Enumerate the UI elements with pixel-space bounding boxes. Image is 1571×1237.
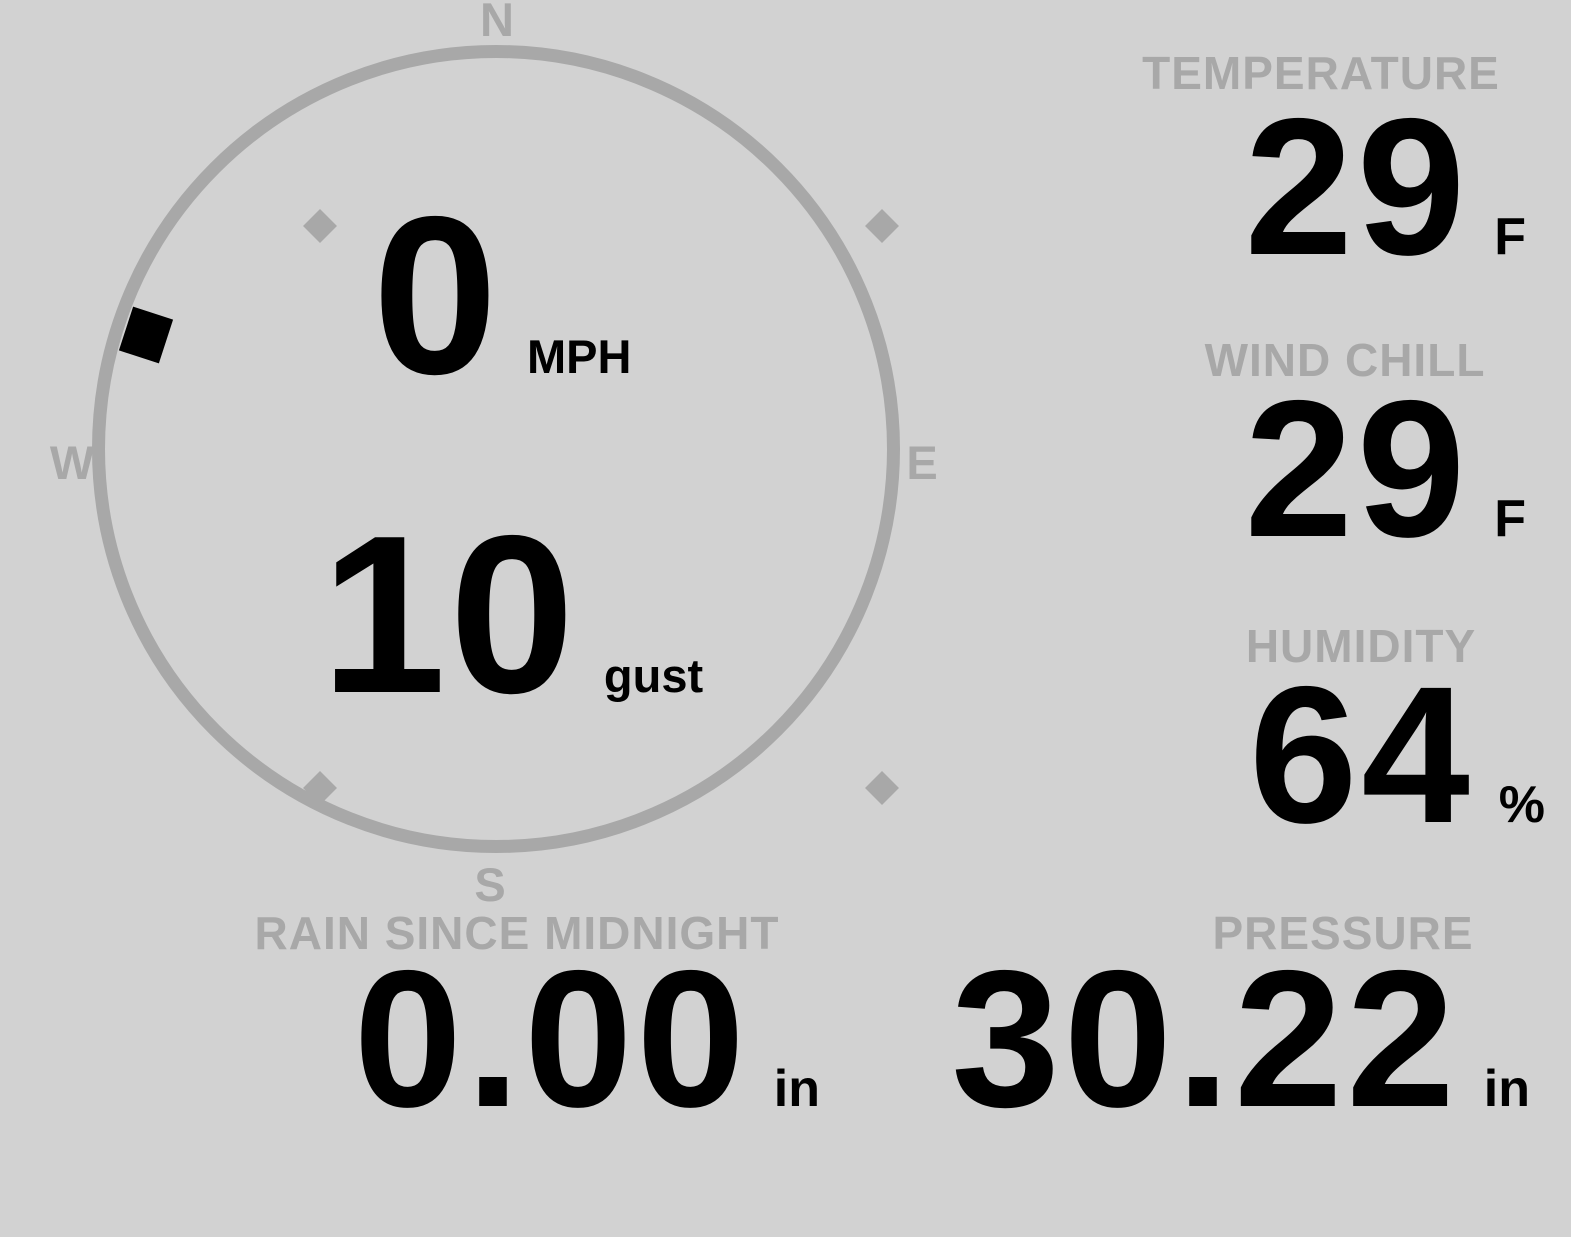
temperature-readout: 29 F	[1245, 90, 1526, 285]
temperature-label: TEMPERATURE	[1142, 47, 1500, 99]
pressure-readout: 30.22 in	[951, 942, 1530, 1137]
wind-speed-value: 0	[372, 169, 502, 421]
rain-unit: in	[773, 1060, 820, 1118]
humidity-value: 64	[1249, 646, 1474, 864]
wind-gust-readout: 10 gust	[321, 502, 703, 727]
compass-label-south: S	[474, 858, 506, 911]
compass-label-north: N	[480, 0, 514, 46]
compass-tick-nw	[303, 209, 337, 243]
compass-tick-se	[865, 771, 899, 805]
wind-speed-unit: MPH	[527, 330, 632, 383]
wind-gust-value: 10	[320, 488, 578, 740]
humidity-label: HUMIDITY	[1245, 620, 1477, 672]
compass-tick-sw	[303, 771, 337, 805]
wind-chill-unit: F	[1494, 490, 1526, 548]
pressure-unit: in	[1483, 1060, 1530, 1118]
pressure-label: PRESSURE	[1212, 907, 1474, 959]
temperature-value: 29	[1244, 78, 1470, 296]
pressure-value: 30.22	[951, 930, 1459, 1148]
compass-label-east: E	[906, 436, 938, 489]
rain-value: 0.00	[353, 930, 749, 1148]
humidity-unit: %	[1498, 776, 1545, 834]
humidity-readout: 64 %	[1249, 658, 1545, 853]
rain-label: RAIN SINCE MIDNIGHT	[254, 907, 780, 959]
wind-speed-readout: 0 MPH	[373, 183, 632, 408]
wind-gust-unit: gust	[603, 649, 704, 702]
temperature-unit: F	[1494, 208, 1526, 266]
wind-chill-value: 29	[1244, 360, 1470, 578]
compass-label-west: W	[49, 436, 95, 489]
wind-chill-readout: 29 F	[1245, 372, 1526, 567]
compass-tick-ne	[865, 209, 899, 243]
rain-readout: 0.00 in	[354, 942, 820, 1137]
wind-chill-label: WIND CHILL	[1204, 334, 1486, 386]
